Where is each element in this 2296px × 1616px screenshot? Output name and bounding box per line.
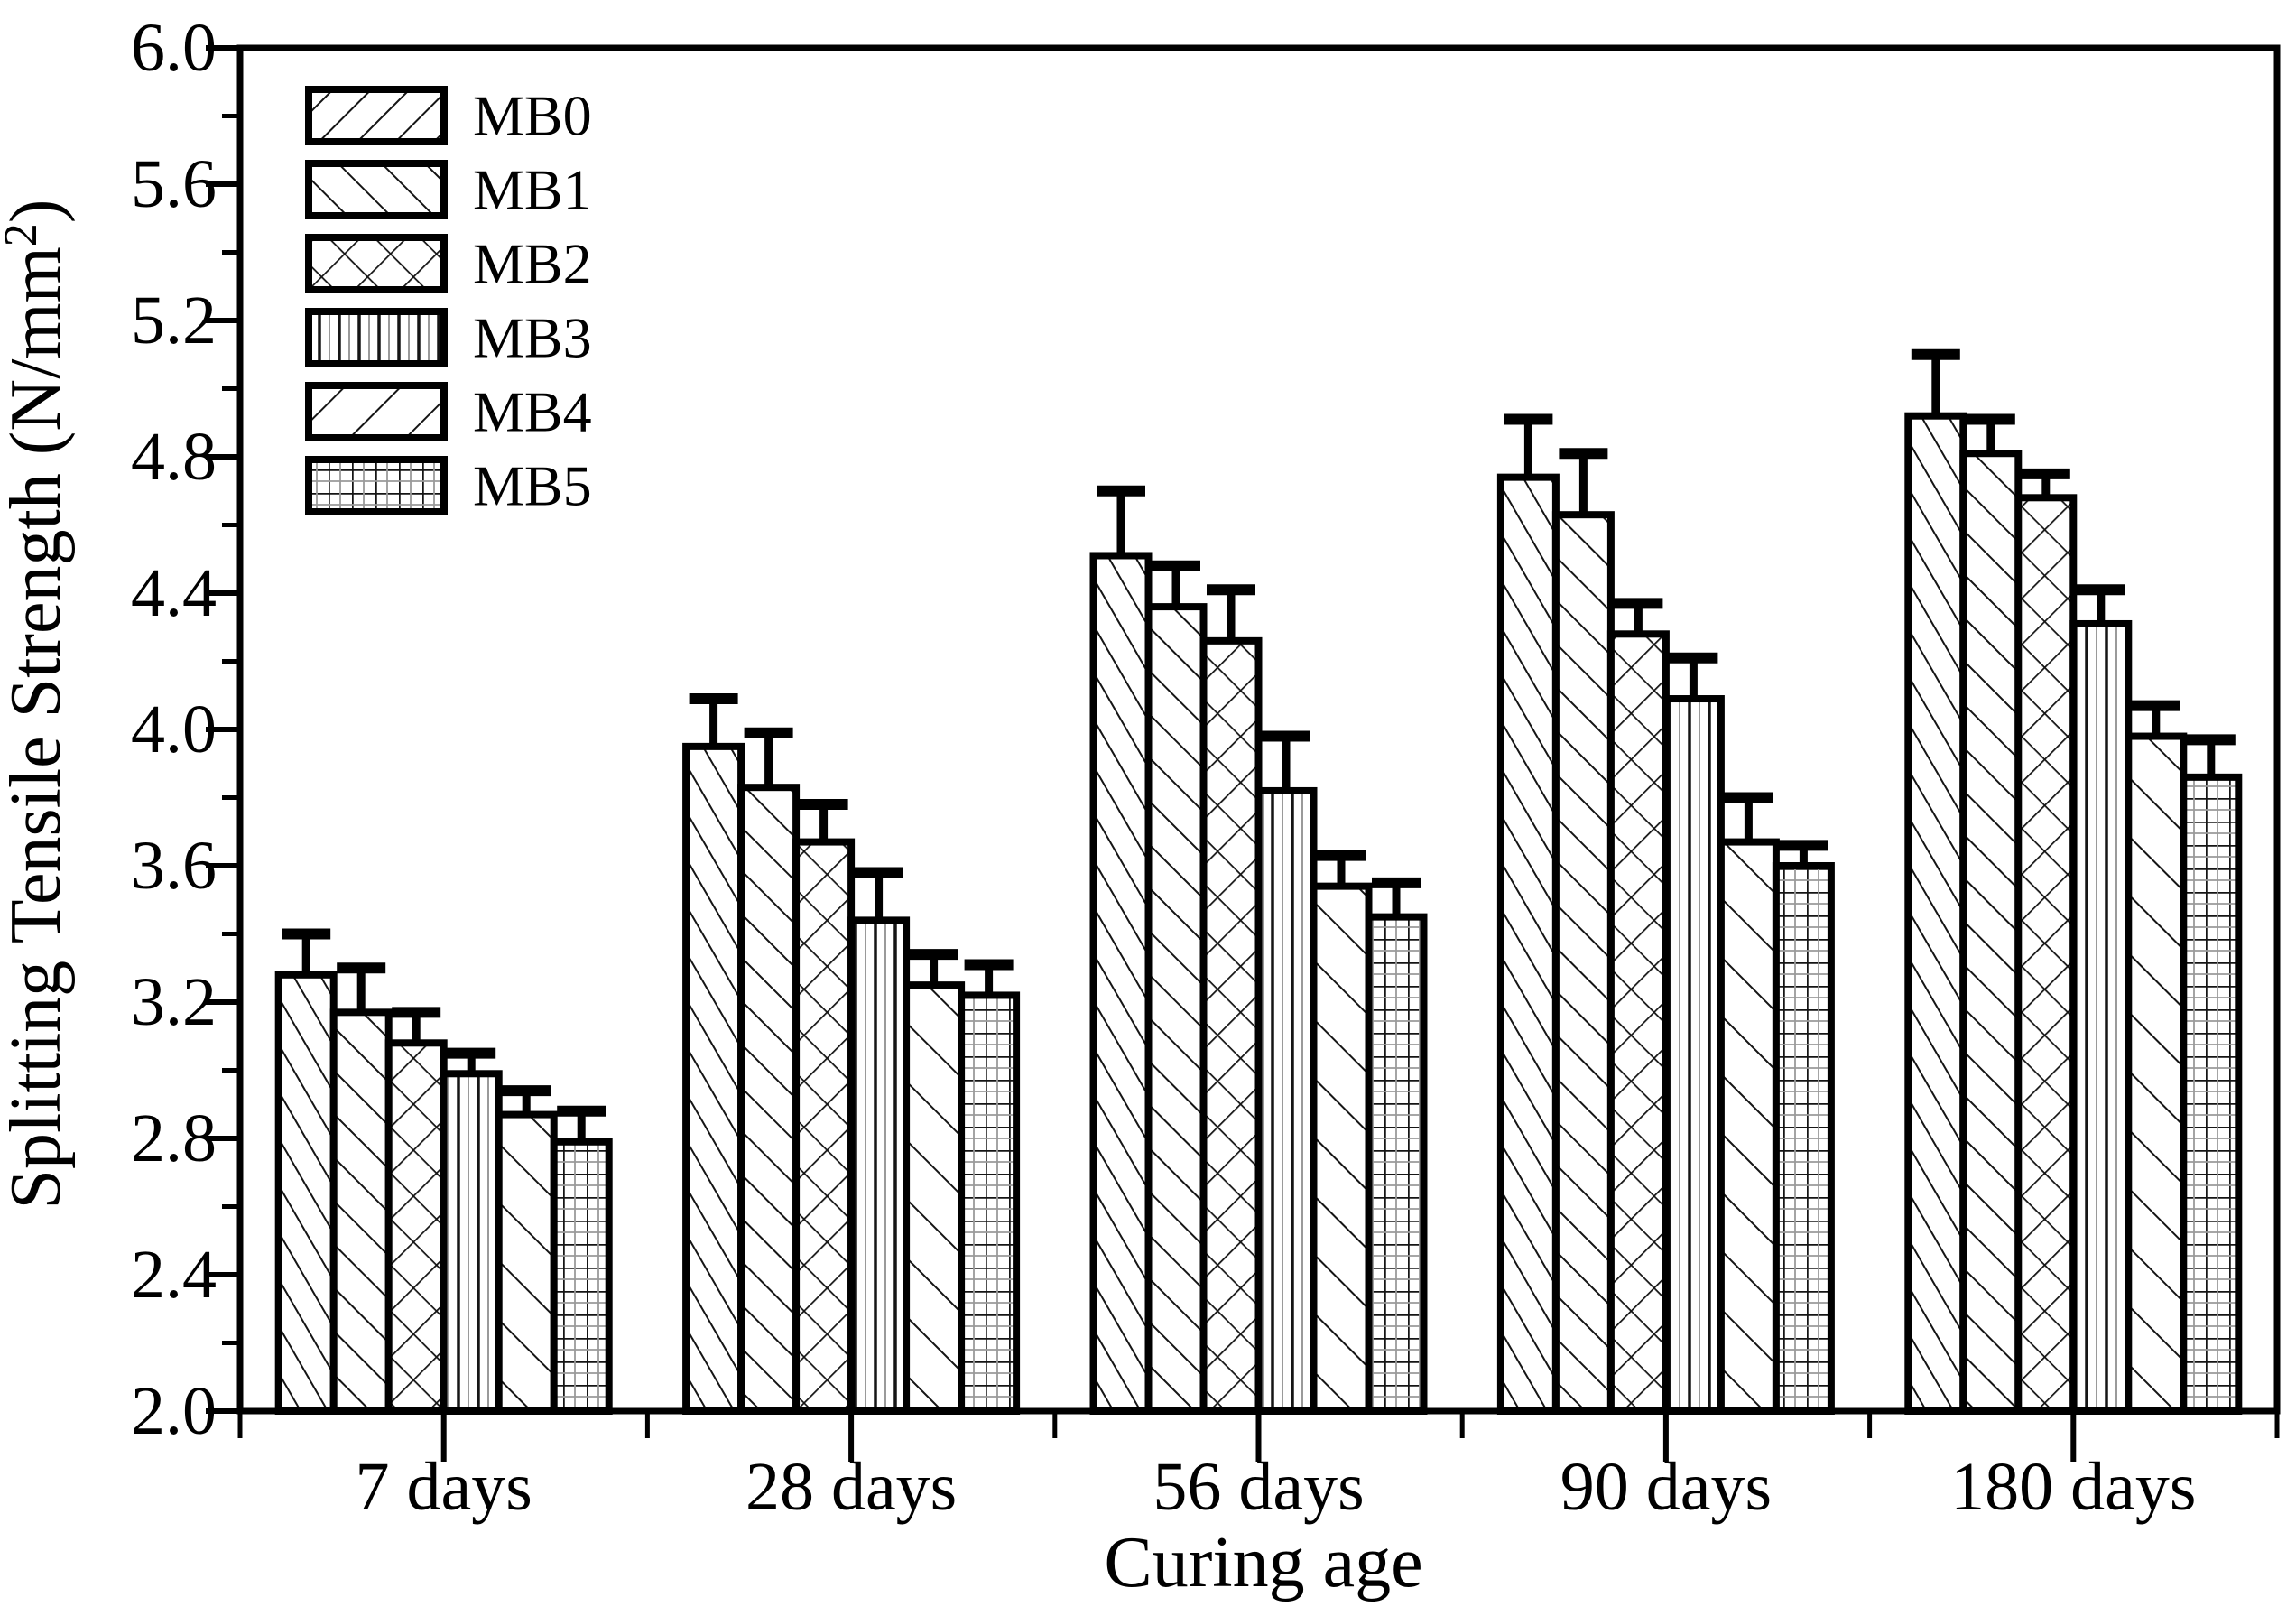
- bar-MB2: [792, 838, 856, 1415]
- bar-MB4: [495, 1110, 558, 1415]
- bar-group-MB0-7days: [274, 928, 338, 1416]
- bar-MB3: [2069, 619, 2133, 1415]
- bar-MB5: [1772, 862, 1835, 1415]
- bar-group-MB1-180days: [1959, 413, 2023, 1416]
- bar-MB2: [384, 1039, 448, 1416]
- bar-group-MB4-180days: [2125, 700, 2188, 1415]
- bar-MB2: [2014, 494, 2078, 1415]
- bar-group-MB0-56days: [1089, 485, 1153, 1415]
- y-tick-label: 3.6: [131, 828, 217, 904]
- bar-group-MB3-90days: [1662, 652, 1725, 1415]
- bar-MB1: [1959, 450, 2023, 1416]
- y-tick-label: 2.8: [131, 1101, 217, 1176]
- legend-label-mb4: MB4: [473, 380, 592, 444]
- bar-group-MB2-180days: [2014, 468, 2078, 1415]
- bar-group-MB4-7days: [495, 1085, 558, 1415]
- y-tick-label: 4.0: [131, 692, 217, 767]
- bar-group-MB1-56days: [1144, 560, 1208, 1415]
- bar-MB4: [903, 981, 966, 1415]
- bar-group-MB0-28days: [682, 693, 745, 1415]
- y-tick-label: 3.2: [131, 964, 217, 1040]
- bar-MB5: [550, 1138, 613, 1416]
- legend-swatch-mb1: [305, 160, 448, 219]
- legend-label-mb3: MB3: [473, 306, 592, 370]
- bar-group-MB2-7days: [384, 1007, 448, 1416]
- bar-group-MB3-56days: [1254, 730, 1318, 1415]
- bar-group-MB5-7days: [550, 1105, 613, 1416]
- y-tick-label: 2.4: [131, 1237, 217, 1313]
- bar-group-MB2-56days: [1199, 584, 1263, 1415]
- bar-group-MB1-90days: [1551, 448, 1615, 1415]
- y-tick-label: 6.0: [131, 10, 217, 86]
- bar-MB3: [440, 1070, 503, 1416]
- bar-MB5: [958, 991, 1021, 1415]
- bar-MB0: [1496, 473, 1560, 1415]
- bar-MB5: [2180, 773, 2243, 1415]
- legend-label-mb5: MB5: [473, 454, 592, 518]
- y-axis-title: Splitting Tensile Strength (N/mm2): [0, 200, 76, 1210]
- legend-label-mb0: MB0: [473, 84, 592, 148]
- x-tick-label: 7 days: [356, 1449, 532, 1525]
- bar-group-MB4-28days: [903, 949, 966, 1415]
- bar-MB4: [2125, 732, 2188, 1415]
- bar-MB1: [1144, 603, 1208, 1415]
- bar-MB2: [1199, 636, 1263, 1415]
- x-axis-title: Curing age: [1104, 1523, 1422, 1602]
- bar-group-MB3-28days: [847, 867, 911, 1415]
- bar-group-MB0-90days: [1496, 413, 1560, 1415]
- legend: MB0 MB1 MB2 MB3 MB4 MB5: [305, 84, 592, 518]
- legend-swatch-mb3: [305, 308, 448, 367]
- bar-group-MB1-28days: [737, 727, 801, 1415]
- legend-label-mb1: MB1: [473, 158, 592, 222]
- legend-swatch-mb2: [305, 234, 448, 293]
- bar-group-MB4-56days: [1310, 850, 1373, 1415]
- legend-swatch-mb0: [305, 86, 448, 145]
- bar-group-MB3-180days: [2069, 584, 2133, 1415]
- plot-area: 2.0 2.4 2.8 3.2 3.6 4.0 4.4 4.8 5.2 5.6 6.0 7 days 2…: [131, 10, 2281, 1525]
- y-tick-label: 5.6: [131, 146, 217, 222]
- bar-group-MB4-90days: [1717, 792, 1780, 1415]
- bar-group-MB2-90days: [1606, 598, 1670, 1415]
- x-tick-label: 180 days: [1950, 1449, 2196, 1525]
- legend-label-mb2: MB2: [473, 232, 592, 296]
- x-tick-label: 56 days: [1153, 1449, 1364, 1525]
- bar-group-MB5-28days: [958, 959, 1021, 1415]
- legend-swatch-mb4: [305, 382, 448, 441]
- bar-group-MB0-180days: [1904, 348, 1967, 1416]
- bar-group-MB3-7days: [440, 1047, 503, 1416]
- legend-swatch-mb5: [305, 456, 448, 515]
- bar-group-MB5-90days: [1772, 840, 1835, 1415]
- bar-group-MB5-56days: [1365, 877, 1428, 1415]
- y-tick-label: 4.4: [131, 555, 217, 631]
- x-tick-label: 90 days: [1560, 1449, 1772, 1525]
- bar-group-MB1-7days: [329, 962, 393, 1415]
- bar-MB5: [1365, 913, 1428, 1415]
- bar-MB0: [274, 971, 338, 1416]
- bar-MB3: [847, 916, 911, 1415]
- y-tick-label: 2.0: [131, 1373, 217, 1449]
- bar-MB0: [1904, 412, 1967, 1416]
- bar-MB4: [1310, 882, 1373, 1415]
- bar-MB0: [1089, 552, 1153, 1415]
- x-tick-label: 28 days: [745, 1449, 957, 1525]
- bar-MB0: [682, 742, 745, 1415]
- y-tick-label: 4.8: [131, 419, 217, 495]
- bar-MB3: [1662, 695, 1725, 1415]
- bar-MB1: [1551, 511, 1615, 1415]
- bar-MB2: [1606, 630, 1670, 1415]
- bar-MB1: [329, 1008, 393, 1415]
- y-tick-label: 5.2: [131, 283, 217, 358]
- bar-group-MB5-180days: [2180, 734, 2243, 1415]
- bar-group-MB2-28days: [792, 799, 856, 1415]
- bar-MB1: [737, 784, 801, 1415]
- bar-MB3: [1254, 786, 1318, 1415]
- bar-MB4: [1717, 838, 1780, 1415]
